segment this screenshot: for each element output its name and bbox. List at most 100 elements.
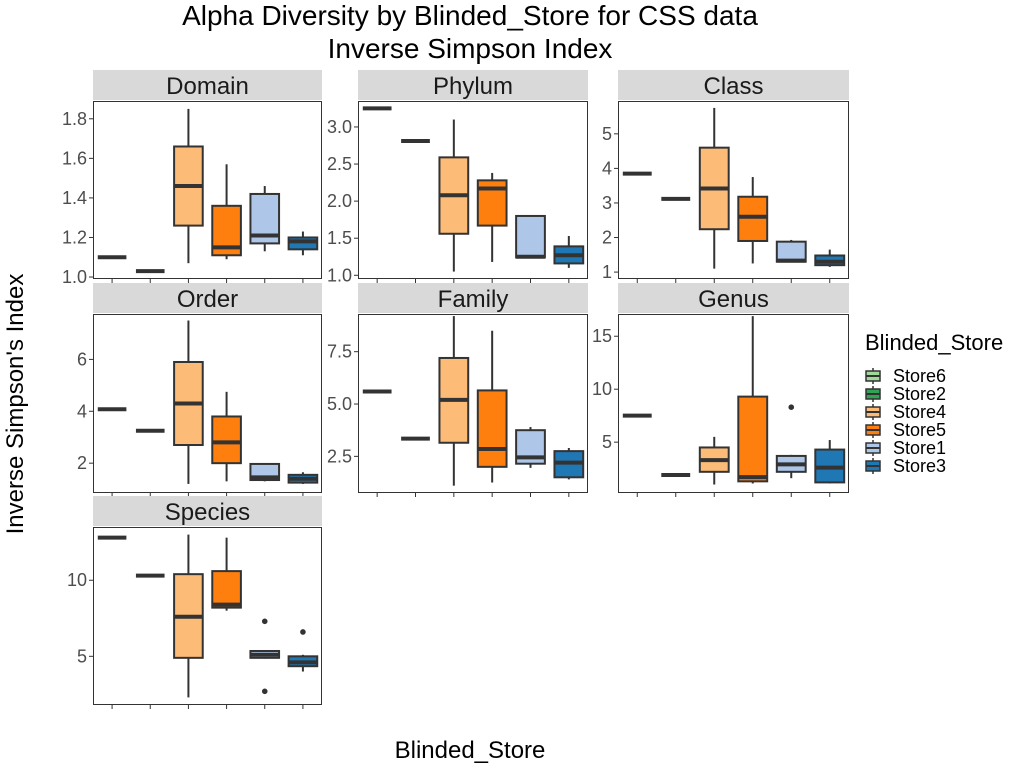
y-tick-label-order: 2	[77, 453, 87, 473]
box-phylum-store1	[515, 214, 546, 259]
strip-label-species: Species	[165, 499, 250, 526]
box-species-store3	[287, 629, 319, 672]
box-body	[211, 570, 242, 609]
box-domain-store1	[249, 186, 281, 252]
y-tick-label-family: 5.0	[327, 394, 352, 414]
x-axis-title: Blinded_Store	[395, 737, 546, 764]
y-tick-label-domain: 1.6	[62, 148, 87, 168]
legend-entry-store2: Store2	[865, 384, 946, 404]
strip-family	[358, 283, 588, 313]
box-family-store3	[553, 447, 585, 480]
box-order-store4	[173, 320, 204, 484]
y-tick-label-order: 4	[77, 401, 87, 421]
box-genus-store4	[698, 436, 730, 485]
y-tick-label-domain: 1.2	[62, 227, 87, 247]
y-tick-label-genus: 5	[602, 432, 612, 452]
box-genus-store5	[737, 316, 769, 484]
box-genus-store1	[775, 404, 807, 479]
chart-subtitle: Inverse Simpson Index	[328, 33, 613, 64]
y-tick-label-genus: 10	[592, 379, 612, 399]
strip-label-domain: Domain	[166, 73, 249, 100]
strip-label-class: Class	[703, 73, 763, 100]
box-phylum-store5	[476, 172, 508, 262]
panel-genus: Genus 5 10 15	[592, 283, 849, 497]
y-tick-label-phylum: 3.0	[327, 117, 352, 137]
y-tick-label-species: 10	[67, 570, 87, 590]
box-order-store3	[287, 472, 319, 484]
box-body	[737, 195, 769, 242]
box-domain-store3	[287, 231, 319, 256]
y-tick-label-species: 5	[77, 646, 87, 666]
strip-phylum	[358, 70, 588, 100]
outlier-point	[788, 404, 795, 411]
panel-species: Species 5 10	[67, 496, 322, 709]
strip-label-phylum: Phylum	[433, 73, 513, 100]
strip-domain	[93, 70, 322, 100]
y-tick-label-class: 3	[602, 193, 612, 213]
box-class-store4	[698, 107, 730, 269]
y-tick-label-phylum: 2.0	[327, 191, 352, 211]
y-tick-label-phylum: 2.5	[327, 154, 352, 174]
box-body	[476, 389, 508, 468]
legend-entry-store4: Store4	[865, 402, 946, 422]
legend-label-store5: Store5	[893, 420, 946, 440]
box-genus-store3	[814, 440, 846, 484]
box-phylum-store3	[553, 235, 585, 268]
panel-domain: Domain 1.0 1.2 1.4 1.6 1.8	[62, 70, 322, 287]
box-family-store1	[515, 427, 546, 468]
y-tick-label-phylum: 1.5	[327, 228, 352, 248]
y-tick-label-domain: 1.8	[62, 109, 87, 129]
panel-border-order	[93, 314, 322, 493]
strip-class	[618, 70, 849, 100]
y-tick-label-class: 5	[602, 124, 612, 144]
panel-phylum: Phylum 1.0 1.5 2.0 2.5 3.0	[327, 70, 588, 285]
outlier-point	[261, 618, 268, 625]
strip-genus	[618, 283, 849, 313]
strip-order	[93, 283, 322, 313]
box-order-store5	[211, 391, 242, 482]
legend-label-store4: Store4	[893, 402, 946, 422]
outlier-point	[261, 688, 268, 695]
outlier-point	[300, 629, 306, 635]
facet-panels: Domain 1.0 1.2 1.4 1.6 1.8 Phylum 1.0 1.5 2.0 2.5 3…	[62, 70, 849, 709]
box-domain-store5	[211, 164, 242, 260]
y-tick-label-genus: 15	[592, 326, 612, 346]
box-species-store5	[211, 537, 242, 611]
box-family-store5	[476, 330, 508, 483]
box-body	[737, 395, 769, 483]
legend-label-store1: Store1	[893, 438, 946, 458]
box-phylum-store4	[438, 119, 470, 272]
panel-border-species	[93, 527, 322, 705]
legend-label-store3: Store3	[893, 456, 946, 476]
strip-species	[93, 496, 322, 526]
chart-title: Alpha Diversity by Blinded_Store for CSS…	[182, 0, 758, 31]
panel-family: Family 2.5 5.0 7.5	[327, 283, 588, 497]
panel-border-family	[358, 314, 588, 493]
panel-border-phylum	[358, 101, 588, 279]
y-tick-label-class: 4	[602, 158, 612, 178]
box-family-store4	[438, 316, 470, 486]
box-order-store1	[249, 462, 281, 482]
box-class-store3	[814, 249, 846, 267]
box-species-store4	[173, 534, 204, 698]
strip-label-family: Family	[438, 286, 509, 313]
box-class-store1	[775, 239, 807, 263]
box-class-store5	[737, 177, 769, 264]
y-tick-label-order: 6	[77, 349, 87, 369]
legend-label-store6: Store6	[893, 366, 946, 386]
box-species-store1	[249, 618, 281, 695]
panel-border-genus	[618, 314, 849, 493]
box-body	[211, 415, 242, 465]
legend-label-store2: Store2	[893, 384, 946, 404]
legend-entry-store5: Store5	[865, 420, 946, 440]
y-axis-title: Inverse Simpson's Index	[2, 274, 29, 535]
panel-border-domain	[93, 101, 322, 279]
y-tick-label-phylum: 1.0	[327, 265, 352, 285]
y-tick-label-class: 2	[602, 228, 612, 248]
panel-border-class	[618, 101, 849, 279]
y-tick-label-domain: 1.4	[62, 188, 87, 208]
y-tick-label-domain: 1.0	[62, 267, 87, 287]
strip-label-order: Order	[177, 286, 238, 313]
legend-entry-store6: Store6	[865, 366, 946, 386]
